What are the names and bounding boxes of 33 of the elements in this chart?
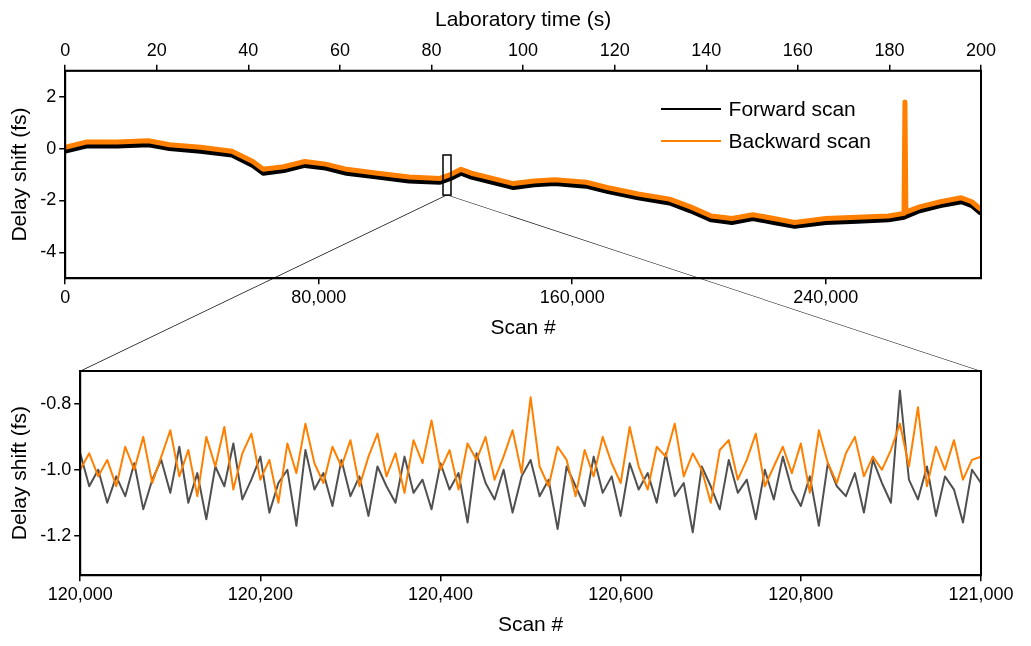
x-tick-label: 120,800 bbox=[768, 583, 834, 604]
y-tick-label: -2 bbox=[40, 189, 57, 210]
y-tick-label: -4 bbox=[40, 241, 57, 262]
x2-tick-label: 100 bbox=[508, 39, 539, 60]
y-tick-label: -0.8 bbox=[40, 392, 72, 413]
x2-tick-label: 60 bbox=[329, 39, 350, 60]
y-axis-title: Delay shift (fs) bbox=[7, 406, 31, 541]
x-tick-label: 120,600 bbox=[588, 583, 654, 604]
x2-tick-label: 140 bbox=[691, 39, 722, 60]
y-tick-label: -1.2 bbox=[40, 524, 72, 545]
x-axis-title: Scan # bbox=[490, 315, 557, 339]
y-tick-label: 0 bbox=[46, 137, 57, 158]
x-tick-label: 120,400 bbox=[407, 583, 474, 604]
y-tick-label: -1.0 bbox=[40, 458, 72, 479]
x-tick-label: 240,000 bbox=[793, 286, 859, 307]
x2-tick-label: 40 bbox=[238, 39, 259, 60]
y-tick-label: 2 bbox=[46, 85, 57, 106]
x-tick-label: 120,000 bbox=[47, 583, 113, 604]
x2-tick-label: 200 bbox=[965, 39, 997, 60]
x-tick-label: 120,200 bbox=[227, 583, 293, 604]
x2-tick-label: 160 bbox=[782, 39, 813, 60]
y-axis-title: Delay shift (fs) bbox=[7, 107, 31, 242]
legend-label: Forward scan bbox=[728, 95, 856, 122]
x2-tick-label: 80 bbox=[421, 39, 442, 60]
x2-tick-label: 20 bbox=[146, 39, 167, 60]
x-tick-label: 121,000 bbox=[948, 583, 1014, 604]
x2-axis-title: Laboratory time (s) bbox=[434, 7, 612, 31]
x-axis-title: Scan # bbox=[497, 612, 564, 636]
x2-tick-label: 120 bbox=[599, 39, 630, 60]
x-tick-label: 80,000 bbox=[291, 286, 347, 307]
legend-label: Backward scan bbox=[728, 127, 871, 154]
x2-tick-label: 180 bbox=[874, 39, 905, 60]
x-tick-label: 160,000 bbox=[539, 286, 605, 307]
